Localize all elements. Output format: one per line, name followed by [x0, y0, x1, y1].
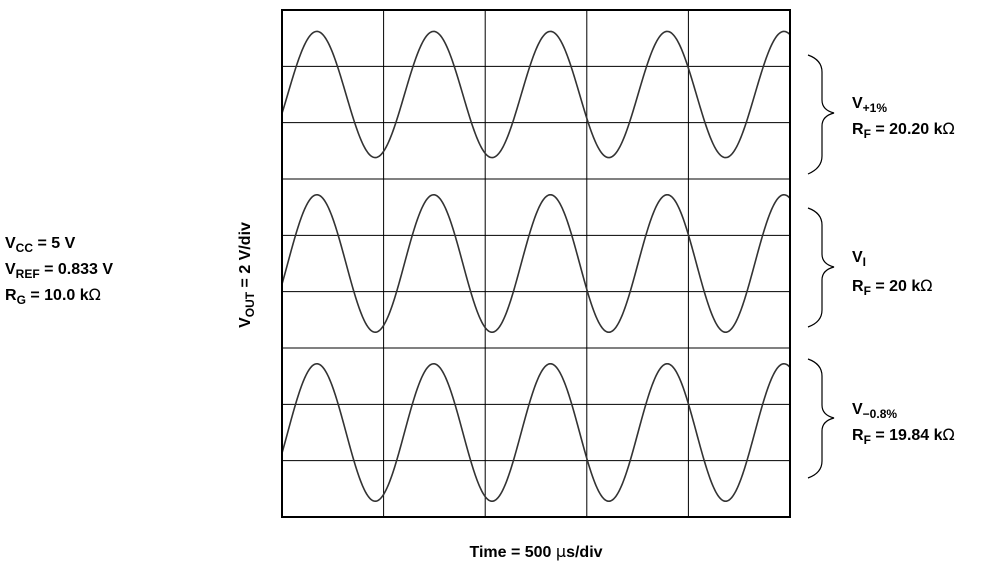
sine-trace-1: [281, 30, 791, 159]
trace-2-rf-label: RF = 20 kΩ: [852, 276, 933, 298]
traces: [281, 30, 791, 503]
vref-label: VREF = 0.833 V: [5, 261, 113, 281]
vcc-label: VCC = 5 V: [5, 235, 76, 255]
sine-trace-2: [281, 193, 791, 334]
brace-middle: [807, 207, 835, 328]
trace-2-v-label: VI: [852, 249, 866, 269]
plot-frame: [281, 9, 791, 518]
brace-top: [807, 54, 835, 175]
sine-trace-3: [281, 362, 791, 503]
trace-3-rf-label: RF = 19.84 kΩ: [852, 425, 955, 447]
rg-label: RG = 10.0 kΩ: [5, 285, 101, 307]
grid: [282, 10, 790, 517]
y-axis-label: VOUT = 2 V/div: [237, 222, 257, 328]
trace-1-rf-label: RF = 20.20 kΩ: [852, 119, 955, 141]
trace-3-v-label: V−0.8%: [852, 401, 897, 421]
x-axis-label: Time = 500 μs/div: [469, 542, 602, 561]
brace-bottom: [807, 358, 835, 479]
trace-1-v-label: V+1%: [852, 95, 887, 115]
